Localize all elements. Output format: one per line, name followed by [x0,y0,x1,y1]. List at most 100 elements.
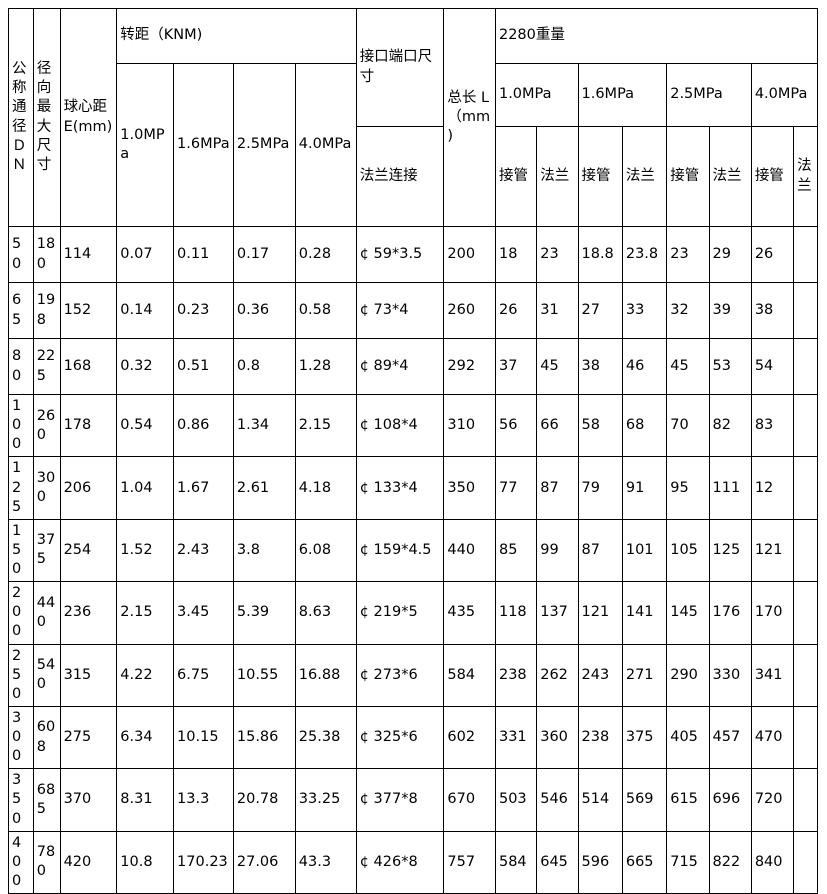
cell-torque-4-0mpa: 16.88 [294,643,357,707]
cell-w40-flange [793,338,818,395]
header-w25-flange: 法兰 [708,126,752,227]
cell-w25-flange: 822 [708,830,752,894]
cell-radial-max: 540 [32,643,61,707]
cell-w10-pipe: 18 [494,226,538,283]
table-header-row-groups: 公称通径ＤＮ 径向最大尺寸 球心距E(mm) 转距（KNM) 接口端口尺寸 总长… [8,8,819,227]
cell-w40-pipe: 83 [750,393,795,458]
cell-w40-flange [793,393,818,458]
cell-torque-1-6mpa: 2.43 [173,518,234,583]
cell-port-size: ¢ 59*3.5 [355,226,445,283]
cell-torque-2-5mpa: 20.78 [232,768,296,832]
table-row: 65 198 152 0.14 0.23 0.36 0.58 ¢ 73*4 260 26 31 27 3… [8,282,818,339]
cell-w16-flange: 23.8 [621,226,668,283]
header-w40-pipe: 接管 [750,126,795,227]
document-page: 公称通径ＤＮ 径向最大尺寸 球心距E(mm) 转距（KNM) 接口端口尺寸 总长… [8,8,819,894]
header-w10-flange: 法兰 [536,126,579,227]
cell-radial-max: 260 [32,393,61,458]
cell-torque-2-5mpa: 5.39 [232,581,296,645]
cell-torque-1-6mpa: 13.3 [173,768,234,832]
cell-ball-center: 236 [59,581,118,645]
table-row: 350 685 370 8.31 13.3 20.78 33.25 ¢ 377*8 670 503… [8,768,818,832]
cell-w16-pipe: 79 [577,456,623,520]
cell-w10-pipe: 331 [494,705,538,770]
table-row: 300 608 275 6.34 10.15 15.86 25.38 ¢ 325*6 602 33… [8,705,818,770]
cell-w10-pipe: 118 [494,581,538,645]
cell-torque-1-6mpa: 170.23 [173,830,234,894]
cell-torque-1-6mpa: 0.51 [173,338,234,395]
cell-ball-center: 370 [59,768,118,832]
cell-w16-pipe: 87 [577,518,623,583]
cell-w25-pipe: 23 [666,226,710,283]
cell-torque-4-0mpa: 0.28 [294,226,357,283]
cell-total-length: 310 [443,393,496,458]
cell-w25-pipe: 45 [666,338,710,395]
valve-specification-table: 公称通径ＤＮ 径向最大尺寸 球心距E(mm) 转距（KNM) 接口端口尺寸 总长… [8,8,819,894]
cell-radial-max: 780 [32,830,61,894]
cell-w10-pipe: 26 [494,282,538,339]
cell-port-size: ¢ 377*8 [355,768,445,832]
cell-w40-flange [793,456,818,520]
cell-w40-pipe: 840 [750,830,795,894]
cell-w16-pipe: 596 [577,830,623,894]
cell-w25-pipe: 105 [666,518,710,583]
cell-w40-flange [793,282,818,339]
cell-total-length: 435 [443,581,496,645]
cell-torque-1-6mpa: 0.23 [173,282,234,339]
cell-radial-max: 375 [32,518,61,583]
cell-w40-flange [793,518,818,583]
cell-torque-4-0mpa: 43.3 [294,830,357,894]
cell-torque-2-5mpa: 0.8 [232,338,296,395]
cell-w40-flange [793,643,818,707]
cell-w40-pipe: 12 [750,456,795,520]
cell-w10-pipe: 584 [494,830,538,894]
cell-radial-max: 180 [32,226,61,283]
cell-w16-pipe: 18.8 [577,226,623,283]
cell-torque-2-5mpa: 10.55 [232,643,296,707]
cell-w16-pipe: 58 [577,393,623,458]
cell-torque-1-0mpa: 8.31 [116,768,175,832]
header-weight-2-5mpa: 2.5MPa [666,63,752,127]
cell-w25-pipe: 145 [666,581,710,645]
cell-w10-flange: 546 [536,768,579,832]
cell-dn: 150 [8,518,34,583]
cell-w40-pipe: 470 [750,705,795,770]
cell-radial-max: 198 [32,282,61,339]
cell-ball-center: 206 [59,456,118,520]
cell-port-size: ¢ 159*4.5 [355,518,445,583]
cell-port-size: ¢ 89*4 [355,338,445,395]
cell-w10-flange: 87 [536,456,579,520]
cell-total-length: 440 [443,518,496,583]
cell-w40-pipe: 170 [750,581,795,645]
header-port-size-flange-connection: 法兰连接 [355,126,445,227]
cell-w16-pipe: 38 [577,338,623,395]
cell-torque-4-0mpa: 8.63 [294,581,357,645]
cell-torque-4-0mpa: 4.18 [294,456,357,520]
cell-dn: 300 [8,705,34,770]
cell-w25-flange: 176 [708,581,752,645]
cell-dn: 250 [8,643,34,707]
table-row: 100 260 178 0.54 0.86 1.34 2.15 ¢ 108*4 310 56 66 5… [8,393,818,458]
cell-torque-1-6mpa: 0.86 [173,393,234,458]
cell-w16-flange: 101 [621,518,668,583]
cell-dn: 200 [8,581,34,645]
cell-w10-flange: 360 [536,705,579,770]
cell-w16-flange: 141 [621,581,668,645]
cell-torque-1-0mpa: 0.32 [116,338,175,395]
cell-port-size: ¢ 325*6 [355,705,445,770]
header-port-size-group: 接口端口尺寸 [355,8,445,127]
cell-dn: 125 [8,456,34,520]
cell-torque-4-0mpa: 2.15 [294,393,357,458]
cell-w25-flange: 82 [708,393,752,458]
cell-w40-pipe: 720 [750,768,795,832]
table-row: 150 375 254 1.52 2.43 3.8 6.08 ¢ 159*4.5 440 85 99… [8,518,818,583]
header-weight-group: 2280重量 [494,8,819,64]
table-header-row-pressures: 1.0MPa 1.6MPa 2.5MPa 4.0MPa 1.0MPa 1.6MP… [9,63,819,227]
cell-w16-flange: 271 [621,643,668,707]
header-total-length: 总长 L（mm) [443,8,496,227]
cell-torque-1-0mpa: 1.52 [116,518,175,583]
header-torque-4-0mpa: 4.0MPa [294,63,357,227]
header-torque-1-6mpa: 1.6MPa [173,63,234,227]
cell-torque-1-6mpa: 0.11 [173,226,234,283]
cell-port-size: ¢ 133*4 [355,456,445,520]
cell-w10-flange: 99 [536,518,579,583]
